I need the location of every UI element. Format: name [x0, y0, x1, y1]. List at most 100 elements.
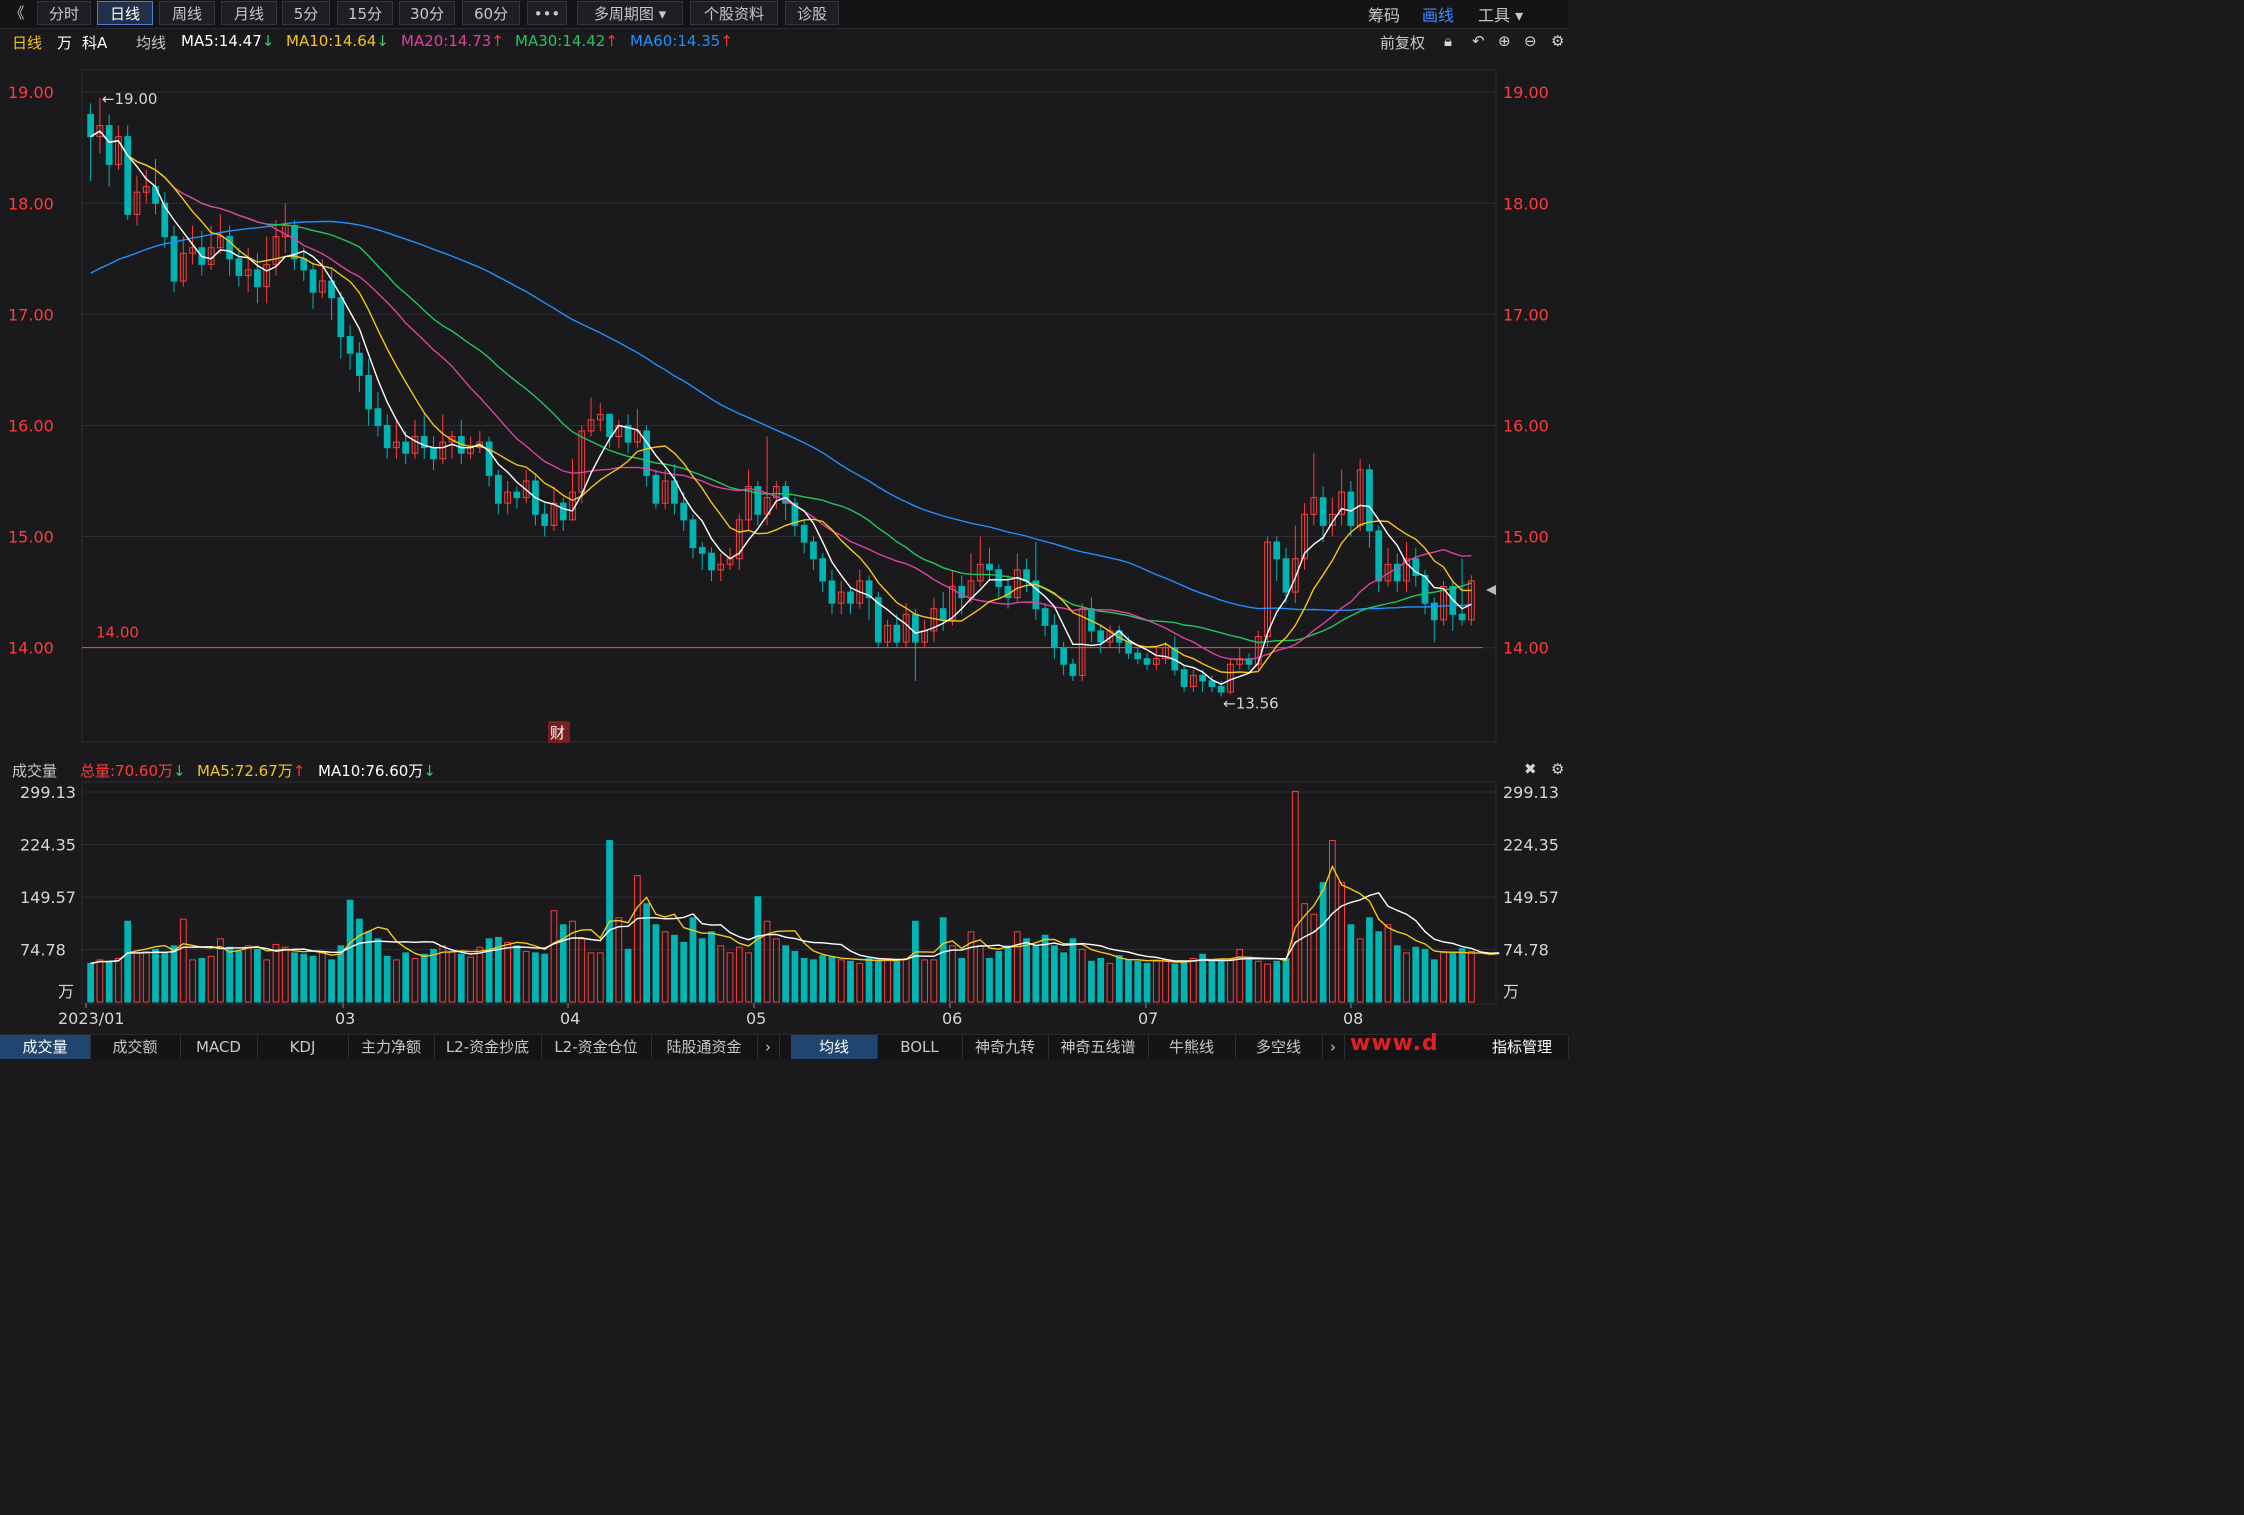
indicator-management-button[interactable]: 指标管理: [1476, 1035, 1569, 1059]
volume-bar: [1384, 924, 1392, 1003]
candle-body: [1310, 497, 1318, 515]
volume-bar: [1217, 960, 1225, 1003]
candle-body: [986, 563, 993, 571]
back-button[interactable]: 《: [9, 4, 25, 22]
zoom-out-icon[interactable]: ⊖: [1524, 32, 1537, 50]
tab-6[interactable]: 30分: [399, 1, 455, 25]
tab-10[interactable]: 个股资料: [690, 1, 778, 25]
indicator-settings-icon[interactable]: ⚙: [1551, 760, 1565, 778]
bottom-tab-6[interactable]: L2-资金仓位: [541, 1035, 652, 1059]
tab-7[interactable]: 60分: [462, 1, 520, 25]
volume-bar: [411, 957, 419, 1003]
zoom-in-icon[interactable]: ⊕: [1498, 32, 1511, 50]
tools-menu-button[interactable]: 工具 ▾: [1478, 6, 1524, 25]
bottom-tab-right-2[interactable]: 神奇九转: [962, 1035, 1049, 1059]
tab-11[interactable]: 诊股: [785, 1, 839, 25]
volume-bar: [244, 945, 252, 1003]
candle-body: [606, 413, 613, 438]
volume-bar: [105, 960, 113, 1003]
volume-bar: [1069, 938, 1077, 1003]
volume-bar: [587, 952, 595, 1003]
bottom-tab-right-0[interactable]: 均线: [791, 1035, 878, 1059]
chip-distribution-button[interactable]: 筹码: [1368, 6, 1401, 25]
bottom-tab-right-4[interactable]: 牛熊线: [1148, 1035, 1236, 1059]
bottom-tab-1[interactable]: 成交额: [90, 1035, 181, 1059]
bottom-tab-3[interactable]: KDJ: [257, 1035, 349, 1059]
lock-icon[interactable]: 🔒︎: [1444, 32, 1452, 50]
tab-8[interactable]: •••: [527, 1, 567, 25]
volume-bar: [550, 910, 558, 1003]
candle-body: [772, 486, 780, 499]
volume-bar: [448, 950, 456, 1003]
candle-body: [96, 125, 104, 138]
candle-body: [652, 474, 660, 504]
volume-bar: [393, 959, 400, 1003]
volume-bar: [986, 957, 993, 1003]
volume-bar: [643, 903, 651, 1003]
volume-bar: [207, 955, 215, 1003]
volume-bar: [420, 953, 428, 1003]
volume-bar: [772, 938, 780, 1003]
tab-2[interactable]: 周线: [159, 1, 215, 25]
x-tick-label: 06: [942, 1009, 962, 1028]
price-tick-label-left: 19.00: [8, 83, 54, 102]
event-marker-text: 财: [550, 724, 565, 742]
axis-labels-layer: 19.00 19.00 18.00 18.00 17.00 17.00 16.00 16.00…: [8, 83, 1559, 1028]
bottom-tab-right-1[interactable]: BOLL: [877, 1035, 963, 1059]
candle-body: [643, 430, 651, 476]
bottom-tab-0[interactable]: 成交量: [0, 1035, 91, 1059]
volume-bar: [633, 875, 641, 1003]
undo-icon[interactable]: ↶: [1472, 32, 1485, 50]
volume-bar: [300, 953, 308, 1003]
scroll-right-icon[interactable]: ›: [757, 1035, 780, 1059]
price-tick-label-left: 15.00: [8, 528, 54, 547]
tab-4[interactable]: 5分: [282, 1, 330, 25]
tab-0[interactable]: 分时: [37, 1, 91, 25]
volume-indicator-label[interactable]: 成交量: [12, 762, 58, 780]
candle-body: [337, 297, 345, 338]
volume-bar: [1347, 924, 1355, 1003]
volume-bar: [1023, 938, 1030, 1003]
volume-bar: [671, 934, 678, 1003]
candle-body: [485, 441, 493, 476]
tab-5[interactable]: 15分: [337, 1, 393, 25]
candle-body: [216, 236, 224, 249]
volume-bar: [569, 920, 576, 1003]
ma20-value: MA20:14.73↑: [401, 32, 504, 50]
volume-bar: [1041, 934, 1049, 1003]
chart-svg[interactable]: 19.00 19.00 18.00 18.00 17.00 17.00 16.00 16.00…: [0, 0, 1568, 1034]
candle-body: [87, 113, 95, 138]
bottom-tab-4[interactable]: 主力净额: [348, 1035, 435, 1059]
volume-bar: [930, 959, 938, 1003]
draw-line-button[interactable]: 画线: [1422, 6, 1455, 25]
candle-body: [874, 597, 882, 643]
volume-bar: [976, 945, 984, 1003]
settings-gear-icon[interactable]: ⚙: [1551, 32, 1565, 50]
volume-bar: [1291, 790, 1299, 1003]
volume-bar: [652, 924, 660, 1003]
candle-body: [1301, 513, 1308, 560]
adjust-selector[interactable]: 前复权: [1380, 34, 1426, 52]
close-indicator-icon[interactable]: ✖: [1524, 760, 1537, 778]
price-tick-label-left: 14.00: [8, 639, 54, 658]
volume-tick-label-right: 149.57: [1503, 888, 1559, 907]
bottom-tab-right-3[interactable]: 神奇五线谱: [1048, 1035, 1149, 1059]
bottom-tab-right-5[interactable]: 多空线: [1235, 1035, 1323, 1059]
volume-bar: [1282, 957, 1290, 1003]
stock-name: 科A: [82, 34, 108, 52]
tab-3[interactable]: 月线: [221, 1, 277, 25]
tab-1[interactable]: 日线: [97, 1, 153, 25]
candles-layer: [87, 97, 1475, 697]
volume-bar: [939, 917, 947, 1003]
bottom-tab-7[interactable]: 陆股通资金: [651, 1035, 758, 1059]
bottom-tab-5[interactable]: L2-资金抄底: [434, 1035, 542, 1059]
volume-bar: [791, 950, 799, 1003]
scroll-right-icon-2[interactable]: ›: [1322, 1035, 1345, 1059]
volume-bar: [763, 920, 771, 1003]
ma-selector[interactable]: 均线: [136, 34, 167, 52]
tab-9[interactable]: 多周期图 ▾: [577, 1, 683, 25]
volume-unit-right: 万: [1503, 982, 1519, 1001]
candle-body: [1366, 469, 1373, 532]
bottom-tab-2[interactable]: MACD: [180, 1035, 258, 1059]
candle-body: [939, 608, 947, 621]
